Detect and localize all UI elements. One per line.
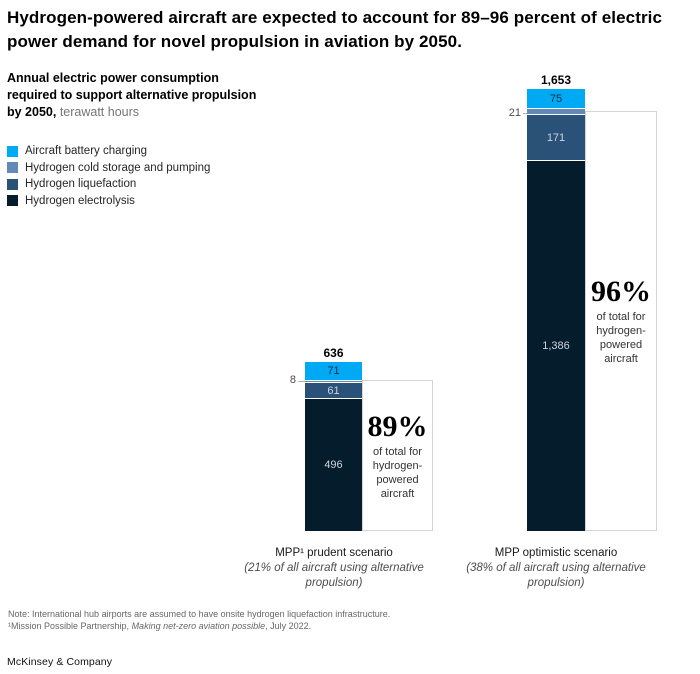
page-title: Hydrogen-powered aircraft are expected t… [7,8,663,51]
bar-segment-battery: 71 [305,362,362,381]
segment-value-label: 71 [327,365,340,377]
axis-label-prudent: MPP¹ prudent scenario (21% of all aircra… [234,546,434,591]
segment-value-label: 1,386 [542,340,570,352]
axis-label-optimistic: MPP optimistic scenario (38% of all airc… [456,546,656,591]
legend-swatch-electrolysis [7,195,18,207]
pct-box-optimistic: 96% of total for hydrogen-powered aircra… [585,111,657,531]
segment-value-label: 496 [324,459,343,471]
pct-box-prudent: 89% of total for hydrogen-powered aircra… [362,380,433,531]
chart-subtitle-unit: terawatt hours [56,105,140,119]
legend-label: Hydrogen electrolysis [25,194,135,207]
scenario-detail: (38% of all aircraft using alternative p… [466,562,646,589]
segment-value-label: 61 [327,384,340,397]
footnote-note: Note: International hub airports are ass… [8,609,391,619]
bar-segment-electrolysis: 1,386 [527,161,585,531]
pct-caption-optimistic: of total for hydrogen-powered aircraft [596,311,646,365]
stacked-bar-optimistic: 75 171 1,386 [527,89,585,531]
pct-value-optimistic: 96% [591,275,651,308]
legend-swatch-cold-storage [7,162,18,174]
legend-swatch-liquefaction [7,178,18,190]
legend-item-battery: Aircraft battery charging [7,143,210,160]
footnotes: Note: International hub airports are ass… [8,609,658,632]
legend-label: Hydrogen cold storage and pumping [25,161,211,174]
segment-value-label: 75 [549,92,563,105]
scenario-name: MPP optimistic scenario [494,547,618,559]
pct-caption-prudent: of total for hydrogen-powered aircraft [372,445,423,500]
segment-value-label: 171 [546,131,566,144]
legend-item-liquefaction: Hydrogen liquefaction [7,176,210,193]
legend-label: Hydrogen liquefaction [25,178,137,191]
scenario-detail: (21% of all aircraft using alternative p… [244,562,424,589]
tick-line-optimistic [523,113,527,114]
footnote-source: ¹Mission Possible Partnership, Making ne… [8,620,312,631]
tick-line-prudent [298,381,305,382]
legend-swatch-battery [7,145,18,157]
side-label-cold-storage-optimistic: 21 [508,107,521,119]
side-label-cold-storage-prudent: 8 [289,374,296,386]
stacked-bar-prudent: 71 61 496 [305,362,362,531]
bar-segment-electrolysis: 496 [305,399,362,531]
chart-subtitle-main: Annual electric power consumption requir… [7,71,257,119]
total-label-optimistic: 1,653 [540,73,572,87]
legend: Aircraft battery charging Hydrogen cold … [7,143,210,209]
bar-segment-battery: 75 [527,89,585,109]
legend-item-electrolysis: Hydrogen electrolysis [7,193,210,210]
footnote-source-title: Making net-zero aviation possible [131,620,266,631]
scenario-name: MPP¹ prudent scenario [275,547,393,559]
total-label-prudent: 636 [323,346,344,360]
bar-segment-liquefaction: 61 [305,383,362,399]
legend-label: Aircraft battery charging [25,145,148,158]
legend-item-cold-storage: Hydrogen cold storage and pumping [7,160,210,177]
pct-value-prudent: 89% [367,409,428,443]
bar-segment-cold-storage [305,381,362,383]
chart-subtitle: Annual electric power consumption requir… [7,70,259,121]
company-logo: McKinsey & Company [7,656,113,668]
bar-segment-cold-storage [527,109,585,115]
bar-segment-liquefaction: 171 [527,115,585,161]
